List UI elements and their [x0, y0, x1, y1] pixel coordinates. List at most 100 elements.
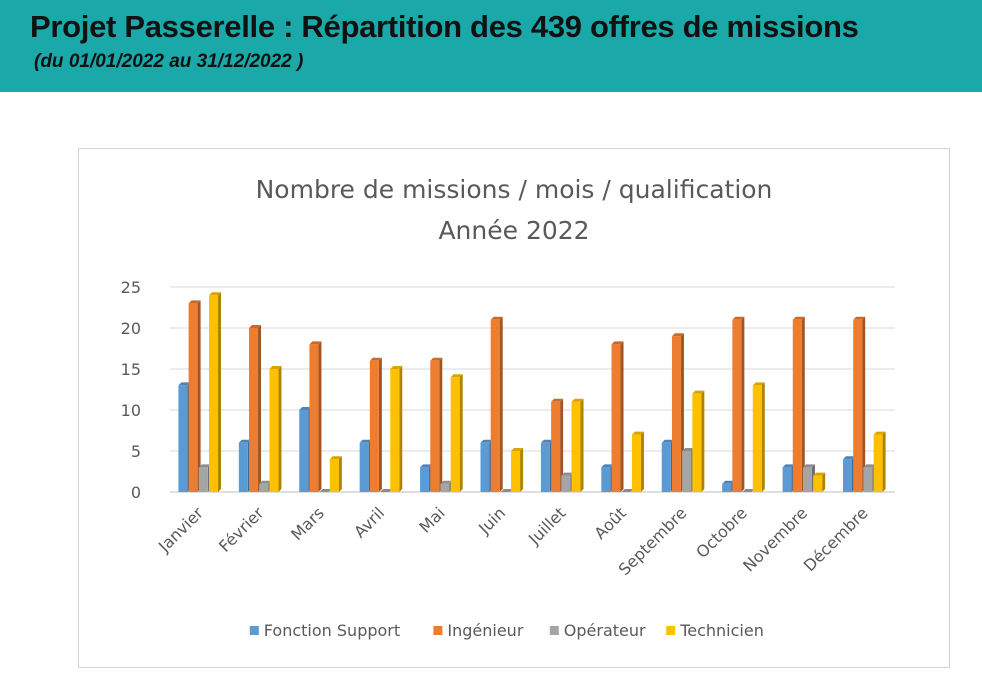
bar — [752, 382, 765, 492]
bar-top — [259, 480, 272, 484]
bar-front — [752, 385, 762, 492]
bar — [450, 374, 463, 492]
bar-side — [580, 398, 584, 492]
bar — [500, 489, 513, 492]
bar-side — [761, 382, 765, 492]
bar-front — [440, 483, 450, 492]
bar — [490, 316, 503, 492]
bar-front — [259, 483, 269, 492]
bar-front — [299, 410, 309, 492]
header-banner: Projet Passerelle : Répartition des 439 … — [0, 0, 982, 92]
bar-top — [540, 439, 553, 443]
x-tick-label: Novembre — [739, 503, 811, 575]
bar-front — [802, 467, 812, 492]
legend-item: Ingénieur — [433, 621, 524, 640]
bar-top — [682, 448, 695, 451]
bar — [329, 456, 342, 492]
bar-side — [459, 374, 463, 492]
bar-top — [863, 464, 876, 468]
bars — [178, 292, 886, 492]
bar-top — [430, 357, 443, 361]
bar-front — [782, 467, 792, 492]
bar-side — [822, 472, 826, 492]
bar — [309, 341, 322, 492]
x-tick-label: Avril — [350, 503, 388, 541]
bar-top — [269, 366, 282, 369]
bar — [430, 357, 443, 492]
bar-front — [178, 385, 188, 492]
y-tick-label: 25 — [121, 278, 141, 297]
bar-front — [842, 459, 852, 492]
bar — [732, 316, 745, 492]
bar-side — [882, 431, 886, 492]
bar-front — [863, 467, 873, 492]
bar — [813, 472, 826, 492]
bar-front — [551, 401, 561, 492]
y-tick-label: 0 — [131, 483, 141, 502]
bar — [511, 448, 524, 492]
page-title: Projet Passerelle : Répartition des 439 … — [30, 9, 859, 44]
bar — [551, 398, 564, 492]
bar-side — [318, 341, 322, 492]
bar — [611, 341, 624, 492]
bar — [369, 357, 382, 492]
bar-top — [369, 357, 382, 361]
bar-side — [620, 341, 624, 492]
bar — [631, 431, 644, 492]
bar — [742, 489, 755, 492]
bar-top — [611, 341, 624, 345]
bar — [269, 366, 282, 492]
bar-front — [611, 344, 621, 492]
bar-front — [238, 442, 248, 492]
bar-front — [329, 459, 339, 492]
bar-top — [319, 489, 332, 492]
bar-top — [722, 480, 735, 484]
y-tick-label: 10 — [121, 401, 141, 420]
bar-front — [601, 467, 611, 492]
bar-front — [480, 442, 490, 492]
legend-item: Technicien — [666, 621, 764, 640]
bar-side — [701, 390, 705, 492]
bar — [380, 489, 393, 492]
gridlines — [170, 286, 895, 493]
bar-front — [661, 442, 671, 492]
bar-front — [671, 336, 681, 492]
bar-top — [329, 456, 342, 460]
y-tick-label: 15 — [121, 360, 141, 379]
bar-top — [571, 398, 584, 402]
y-tick-label: 5 — [131, 442, 141, 461]
bar-side — [499, 316, 503, 492]
bar — [178, 382, 191, 492]
bar-front — [369, 360, 379, 492]
bar-top — [601, 464, 614, 468]
bar-front — [511, 451, 521, 492]
bar-top — [792, 316, 805, 320]
bar-side — [218, 292, 222, 492]
bar-front — [309, 344, 319, 492]
bar-top — [873, 431, 886, 435]
x-tick-label: Décembre — [800, 503, 872, 575]
bar-top — [742, 489, 755, 492]
bar-top — [480, 439, 493, 443]
bar — [571, 398, 584, 492]
bar-front — [249, 328, 259, 492]
bar-top — [661, 439, 674, 443]
bar-side — [560, 398, 564, 492]
bar-top — [752, 382, 765, 386]
x-tick-label: Février — [215, 503, 268, 556]
bar-top — [511, 448, 524, 451]
bar-top — [209, 292, 222, 296]
legend-swatch — [249, 626, 259, 635]
bar — [873, 431, 886, 492]
bar-top — [440, 480, 453, 484]
legend-label: Technicien — [679, 621, 764, 640]
bar — [853, 316, 866, 492]
bar-front — [813, 475, 823, 492]
y-tick-label: 20 — [121, 319, 141, 338]
x-tick-label: Août — [590, 503, 630, 543]
bar-top — [500, 489, 513, 492]
bar-top — [813, 472, 826, 476]
bar-front — [682, 451, 692, 492]
legend-label: Fonction Support — [264, 621, 400, 640]
